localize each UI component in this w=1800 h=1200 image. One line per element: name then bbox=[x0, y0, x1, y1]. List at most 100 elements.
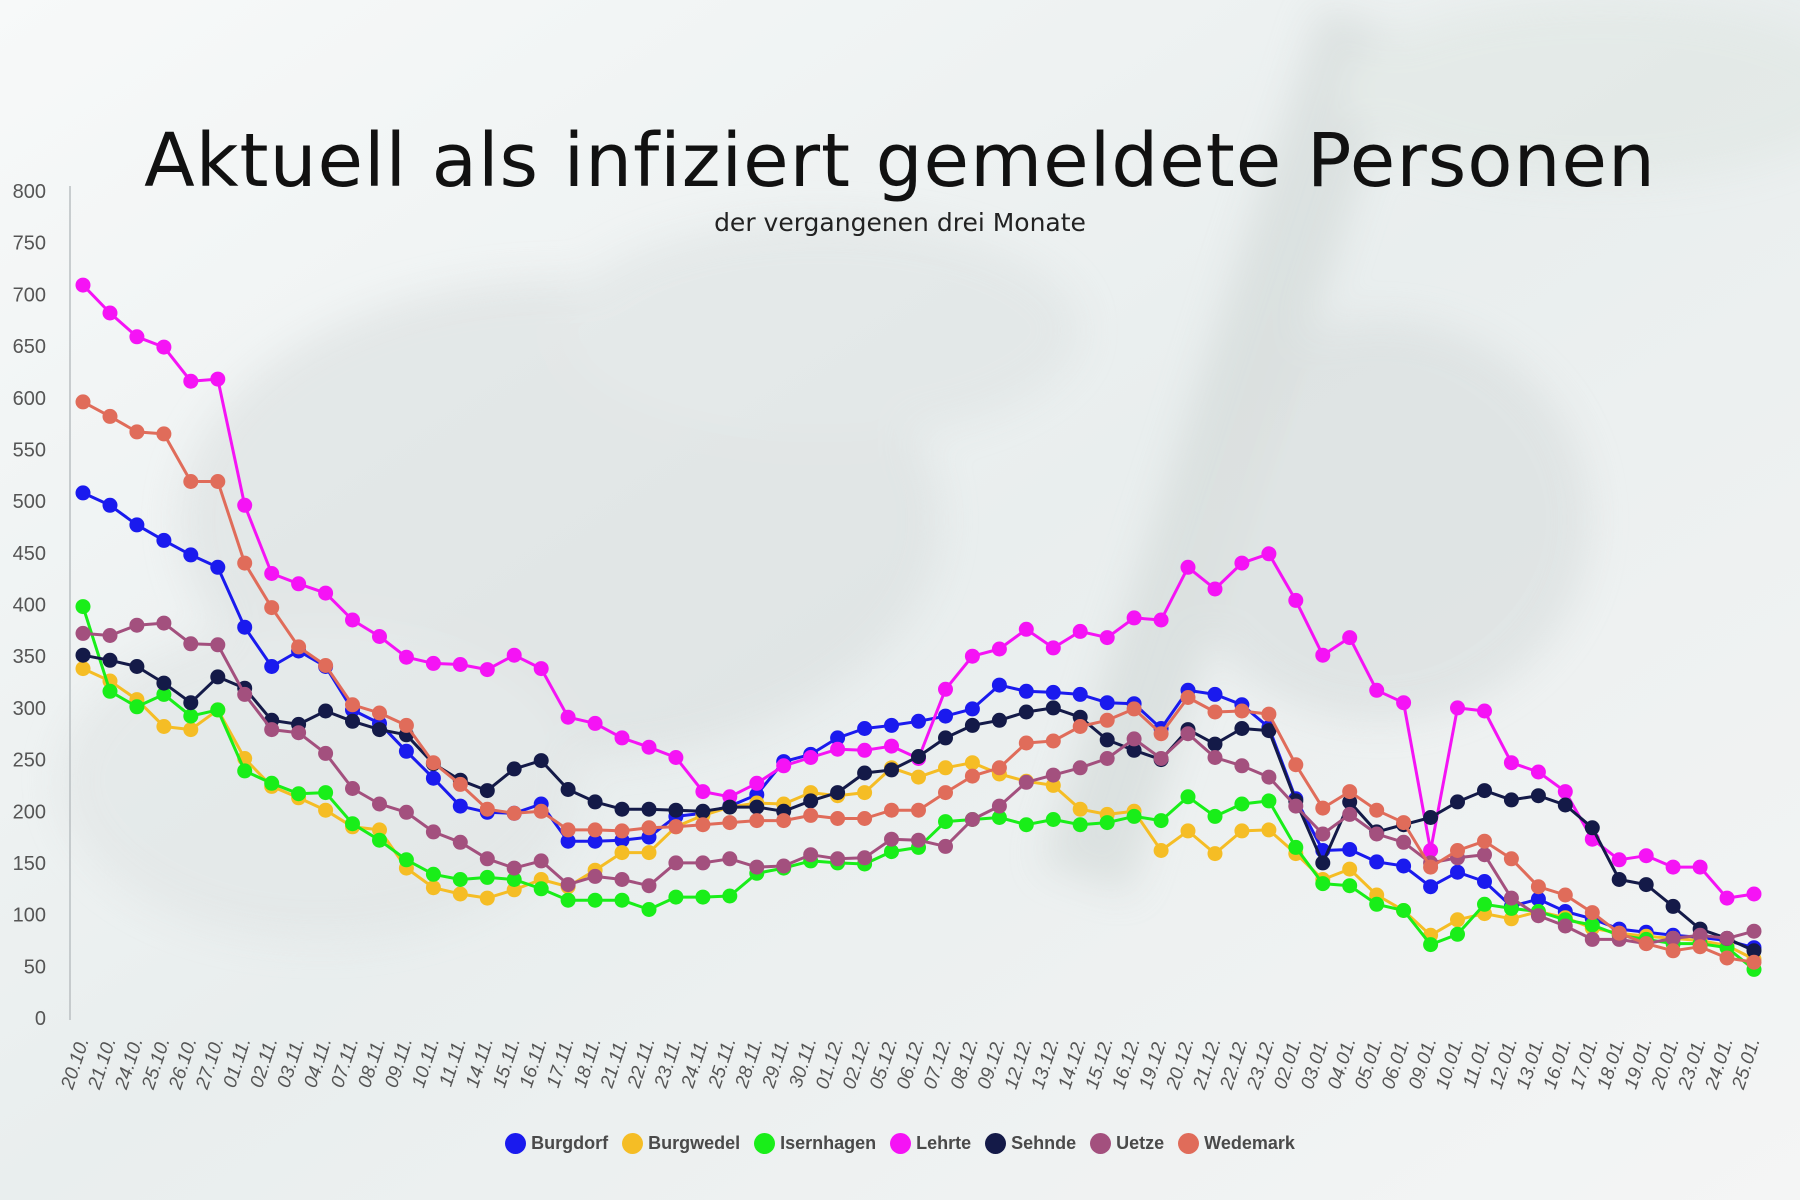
data-point-lehrte bbox=[1611, 852, 1627, 868]
data-point-uetze bbox=[318, 745, 334, 761]
data-point-burgwedel bbox=[1072, 801, 1088, 817]
data-point-wedemark bbox=[156, 426, 172, 442]
y-tick-label: 800 bbox=[13, 181, 46, 203]
data-point-isernhagen bbox=[560, 892, 576, 908]
data-point-isernhagen bbox=[183, 708, 199, 724]
data-point-burgdorf bbox=[964, 701, 980, 717]
data-point-burgdorf bbox=[237, 619, 253, 635]
data-point-lehrte bbox=[695, 784, 711, 800]
series-uetze bbox=[75, 615, 1762, 952]
data-point-sehnde bbox=[183, 695, 199, 711]
legend-label-isernhagen: Isernhagen bbox=[780, 1133, 877, 1153]
data-point-wedemark bbox=[1072, 719, 1088, 734]
data-point-isernhagen bbox=[722, 888, 738, 904]
data-point-wedemark bbox=[479, 801, 495, 817]
legend: Burgdorf Burgwedel Isernhagen Lehrte Sehnde U… bbox=[0, 1133, 1800, 1154]
data-point-uetze bbox=[156, 615, 172, 631]
data-point-lehrte bbox=[1477, 703, 1492, 719]
data-point-wedemark bbox=[1153, 726, 1169, 742]
y-tick-label: 500 bbox=[13, 491, 46, 513]
data-point-uetze bbox=[614, 872, 630, 887]
data-point-sehnde bbox=[1477, 783, 1492, 799]
data-point-isernhagen bbox=[1396, 903, 1412, 918]
data-point-lehrte bbox=[425, 655, 441, 671]
data-point-wedemark bbox=[264, 600, 280, 616]
data-point-wedemark bbox=[1477, 833, 1492, 849]
data-point-wedemark bbox=[1126, 701, 1142, 717]
data-point-wedemark bbox=[1503, 851, 1519, 867]
data-point-lehrte bbox=[533, 661, 549, 677]
data-point-sehnde bbox=[1746, 943, 1762, 959]
legend-label-lehrte: Lehrte bbox=[916, 1133, 972, 1153]
data-point-burgdorf bbox=[1207, 686, 1223, 702]
data-point-uetze bbox=[964, 812, 980, 827]
data-point-sehnde bbox=[156, 675, 172, 691]
data-point-burgdorf bbox=[129, 517, 145, 533]
data-point-isernhagen bbox=[318, 785, 334, 801]
data-point-sehnde bbox=[1207, 736, 1223, 752]
data-point-wedemark bbox=[641, 820, 657, 836]
legend-item-isernhagen: Isernhagen bbox=[754, 1133, 876, 1154]
data-point-lehrte bbox=[1342, 630, 1358, 646]
data-point-uetze bbox=[803, 847, 819, 863]
data-point-wedemark bbox=[1557, 887, 1573, 903]
data-point-burgwedel bbox=[425, 880, 441, 896]
legend-label-burgdorf: Burgdorf bbox=[531, 1133, 609, 1153]
data-point-sehnde bbox=[1530, 788, 1546, 804]
data-point-lehrte bbox=[1369, 682, 1385, 698]
data-point-wedemark bbox=[1423, 859, 1439, 875]
data-point-lehrte bbox=[1045, 640, 1061, 656]
data-point-isernhagen bbox=[1288, 839, 1304, 855]
data-point-sehnde bbox=[641, 801, 657, 817]
data-point-isernhagen bbox=[1477, 896, 1492, 912]
data-point-wedemark bbox=[210, 474, 226, 489]
data-point-isernhagen bbox=[991, 810, 1007, 825]
data-point-burgdorf bbox=[398, 743, 414, 759]
series-burgdorf bbox=[75, 485, 1762, 956]
data-point-lehrte bbox=[452, 657, 468, 672]
data-point-isernhagen bbox=[1503, 900, 1519, 916]
data-point-burgwedel bbox=[75, 661, 91, 677]
legend-swatch-wedemark bbox=[1178, 1133, 1200, 1154]
data-point-wedemark bbox=[183, 474, 199, 489]
data-point-burgdorf bbox=[857, 721, 873, 736]
data-point-wedemark bbox=[884, 802, 899, 818]
data-point-sehnde bbox=[1315, 855, 1331, 871]
data-point-burgdorf bbox=[1369, 854, 1385, 870]
data-point-wedemark bbox=[1045, 733, 1061, 749]
data-point-lehrte bbox=[291, 576, 307, 592]
data-point-sehnde bbox=[1665, 898, 1681, 914]
data-point-uetze bbox=[425, 824, 441, 840]
data-point-isernhagen bbox=[372, 832, 387, 848]
data-point-uetze bbox=[533, 853, 549, 869]
data-point-uetze bbox=[1207, 750, 1223, 765]
y-tick-label: 700 bbox=[13, 284, 46, 306]
data-point-burgwedel bbox=[1503, 911, 1519, 927]
data-point-isernhagen bbox=[210, 702, 226, 718]
data-point-lehrte bbox=[749, 775, 765, 791]
data-point-wedemark bbox=[911, 802, 926, 818]
data-point-lehrte bbox=[938, 681, 953, 697]
data-point-lehrte bbox=[587, 715, 603, 731]
data-point-isernhagen bbox=[291, 786, 307, 802]
data-point-lehrte bbox=[1423, 843, 1439, 858]
data-point-uetze bbox=[991, 798, 1007, 814]
y-tick-label: 600 bbox=[13, 388, 46, 410]
data-point-isernhagen bbox=[398, 852, 414, 868]
y-tick-label: 550 bbox=[13, 439, 46, 461]
data-point-uetze bbox=[372, 796, 387, 812]
data-point-uetze bbox=[129, 617, 145, 633]
data-point-wedemark bbox=[560, 822, 576, 838]
data-point-sehnde bbox=[506, 761, 522, 777]
data-point-burgwedel bbox=[156, 719, 172, 734]
y-tick-label: 400 bbox=[13, 595, 46, 617]
data-point-sehnde bbox=[1261, 723, 1277, 739]
data-point-uetze bbox=[857, 850, 873, 866]
data-point-burgdorf bbox=[425, 770, 441, 786]
data-point-lehrte bbox=[991, 641, 1007, 657]
data-point-lehrte bbox=[1288, 592, 1304, 608]
y-axis: 0 50 100 150 200 250 300 350 400 450 500 550 600 650 7… bbox=[13, 181, 71, 1030]
data-point-lehrte bbox=[1018, 621, 1034, 637]
